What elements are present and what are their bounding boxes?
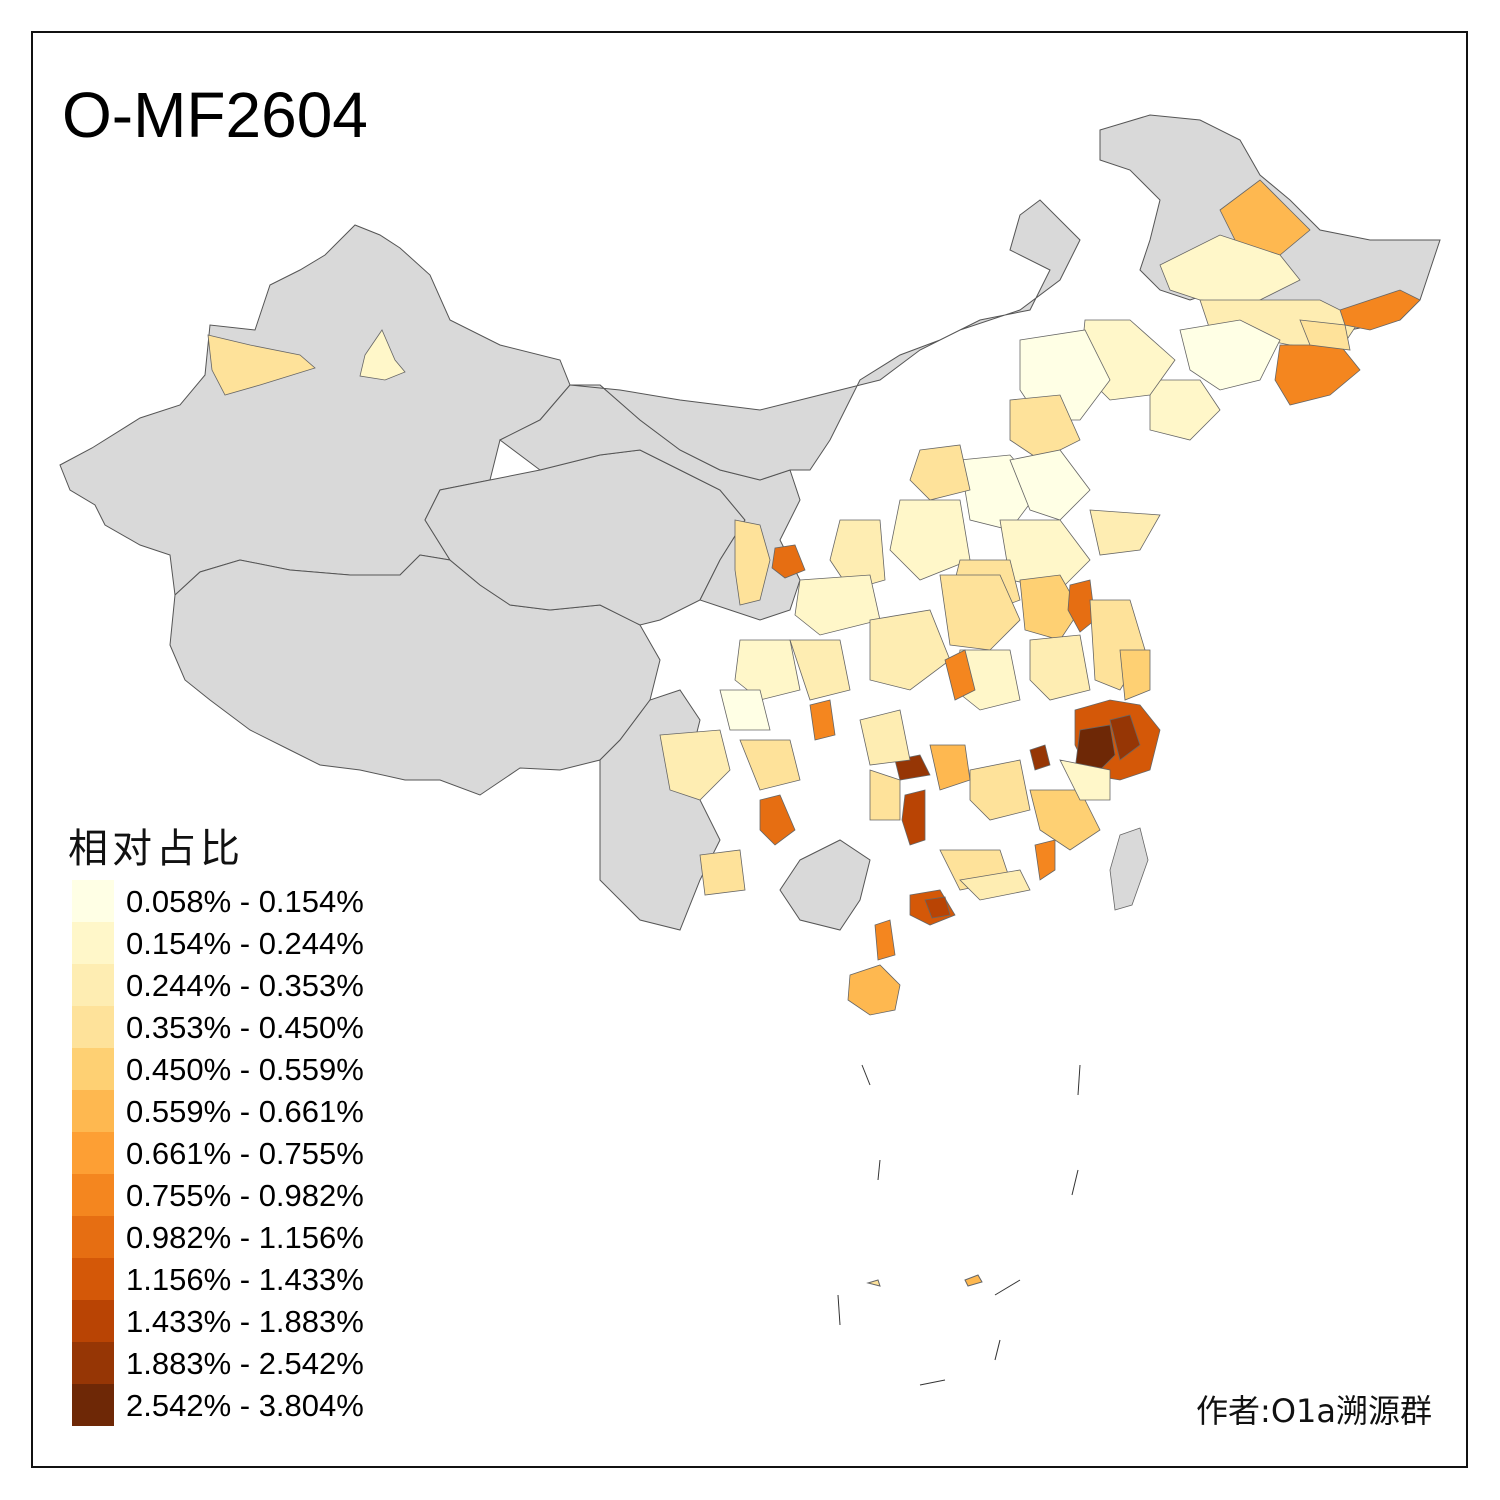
region-n-4	[1009, 449, 1091, 521]
region-urumqi	[359, 329, 406, 381]
island-patch-2	[866, 1279, 881, 1287]
region-ne-yanbian	[1274, 344, 1361, 406]
legend-label: 0.755% - 0.982%	[126, 1178, 364, 1213]
region-hn-dark	[894, 754, 931, 781]
legend-item: 0.244% - 0.353%	[72, 964, 412, 1006]
region-c-6	[1029, 634, 1091, 701]
legend-label: 0.661% - 0.755%	[126, 1136, 364, 1171]
region-ne-4	[1179, 319, 1281, 391]
region-c-1	[869, 609, 951, 691]
legend-item: 0.058% - 0.154%	[72, 880, 412, 922]
legend-item: 2.542% - 3.804%	[72, 1384, 412, 1426]
region-ne-2	[1159, 234, 1301, 306]
author-credit: 作者:O1a溯源群	[1196, 1392, 1432, 1430]
region-ne-5	[1299, 319, 1351, 351]
region-gansu-1	[734, 519, 771, 606]
legend-label: 0.353% - 0.450%	[126, 1010, 364, 1045]
legend-swatch	[72, 1132, 114, 1174]
region-zj-2	[1109, 714, 1141, 761]
region-n-5	[1089, 509, 1161, 556]
legend-swatch	[72, 880, 114, 922]
region-hn-1	[929, 744, 971, 791]
region-c-red	[1067, 579, 1096, 633]
region-sc-2	[789, 639, 851, 701]
region-hainan	[847, 964, 901, 1016]
region-sc-4	[659, 729, 731, 801]
legend-label: 0.450% - 0.559%	[126, 1052, 364, 1087]
legend-label: 0.982% - 1.156%	[126, 1220, 364, 1255]
legend-item: 0.661% - 0.755%	[72, 1132, 412, 1174]
region-gd-3	[959, 869, 1031, 901]
map-title: O-MF2604	[62, 79, 368, 151]
legend-title: 相对占比	[68, 826, 244, 872]
legend-item: 1.883% - 2.542%	[72, 1342, 412, 1384]
region-fj-1	[1029, 789, 1101, 851]
legend-swatch	[72, 1300, 114, 1342]
legend-label: 0.058% - 0.154%	[126, 884, 364, 919]
region-ili	[207, 334, 316, 396]
region-inner-mongolia	[569, 199, 1081, 481]
region-guangxi	[779, 839, 871, 931]
region-sc-red	[809, 699, 836, 741]
legend-swatch	[72, 1258, 114, 1300]
region-hn-red	[901, 789, 926, 846]
region-n-2	[909, 444, 971, 501]
legend-swatch	[72, 964, 114, 1006]
region-hn-2	[869, 769, 901, 821]
region-jx-dark	[1029, 744, 1051, 771]
legend-swatch	[72, 1006, 114, 1048]
legend-swatch	[72, 1174, 114, 1216]
region-fj-3	[1034, 839, 1056, 881]
legend-swatch	[72, 1384, 114, 1426]
region-yn-red	[759, 794, 796, 846]
legend-swatch	[72, 922, 114, 964]
region-taiwan	[1109, 827, 1149, 911]
legend-item: 1.156% - 1.433%	[72, 1258, 412, 1300]
legend-item: 0.559% - 0.661%	[72, 1090, 412, 1132]
legend-label: 1.156% - 1.433%	[126, 1262, 364, 1297]
region-gd-red2	[924, 896, 951, 919]
legend-label: 0.154% - 0.244%	[126, 926, 364, 961]
map-frame	[31, 31, 1468, 1468]
region-sc-3	[719, 689, 771, 731]
legend-item: 0.755% - 0.982%	[72, 1174, 412, 1216]
legend-swatch	[72, 1216, 114, 1258]
base-regions-no-data	[59, 114, 1441, 931]
shaded-regions	[207, 179, 1421, 1016]
legend-label: 1.433% - 1.883%	[126, 1304, 364, 1339]
legend-item: 1.433% - 1.883%	[72, 1300, 412, 1342]
region-c-5	[944, 649, 976, 701]
region-jx-1	[969, 759, 1031, 821]
legend-swatch	[72, 1090, 114, 1132]
region-sc-1	[734, 639, 801, 701]
legend-item: 0.353% - 0.450%	[72, 1006, 412, 1048]
region-gd-2	[874, 919, 896, 961]
region-yn-1	[699, 849, 746, 896]
legend-label: 1.883% - 2.542%	[126, 1346, 364, 1381]
legend-swatch	[72, 1048, 114, 1090]
region-sc-5	[739, 739, 801, 791]
region-c-2	[939, 574, 1021, 651]
legend-item: 0.154% - 0.244%	[72, 922, 412, 964]
region-c-3	[1019, 574, 1081, 641]
region-gansu-red	[771, 544, 806, 579]
legend-item: 0.450% - 0.559%	[72, 1048, 412, 1090]
region-js-2	[1119, 649, 1151, 701]
south-china-sea-islands	[837, 1064, 1081, 1386]
legend-swatch	[72, 1342, 114, 1384]
legend-label: 2.542% - 3.804%	[126, 1388, 364, 1423]
legend-label: 0.244% - 0.353%	[126, 968, 364, 1003]
region-ne-6	[1149, 379, 1221, 441]
legend-item: 0.982% - 1.156%	[72, 1216, 412, 1258]
region-fj-2	[1059, 759, 1111, 801]
island-patch	[964, 1274, 983, 1287]
region-gz-1	[859, 709, 911, 766]
region-shaanxi-2	[794, 574, 881, 636]
region-n-3	[889, 499, 971, 581]
legend-label: 0.559% - 0.661%	[126, 1094, 364, 1129]
